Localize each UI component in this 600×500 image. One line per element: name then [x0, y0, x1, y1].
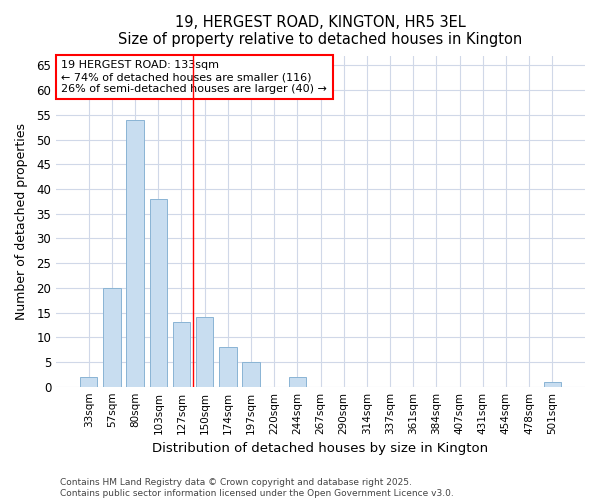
- Text: Contains HM Land Registry data © Crown copyright and database right 2025.
Contai: Contains HM Land Registry data © Crown c…: [60, 478, 454, 498]
- Bar: [80, 377, 97, 386]
- Bar: [173, 322, 190, 386]
- Bar: [289, 377, 306, 386]
- Bar: [196, 318, 214, 386]
- Bar: [242, 362, 260, 386]
- Bar: [127, 120, 144, 386]
- Text: 19 HERGEST ROAD: 133sqm
← 74% of detached houses are smaller (116)
26% of semi-d: 19 HERGEST ROAD: 133sqm ← 74% of detache…: [61, 60, 327, 94]
- Bar: [219, 347, 236, 387]
- Bar: [103, 288, 121, 386]
- X-axis label: Distribution of detached houses by size in Kington: Distribution of detached houses by size …: [152, 442, 488, 455]
- Title: 19, HERGEST ROAD, KINGTON, HR5 3EL
Size of property relative to detached houses : 19, HERGEST ROAD, KINGTON, HR5 3EL Size …: [118, 15, 523, 48]
- Y-axis label: Number of detached properties: Number of detached properties: [15, 122, 28, 320]
- Bar: [149, 199, 167, 386]
- Bar: [544, 382, 561, 386]
